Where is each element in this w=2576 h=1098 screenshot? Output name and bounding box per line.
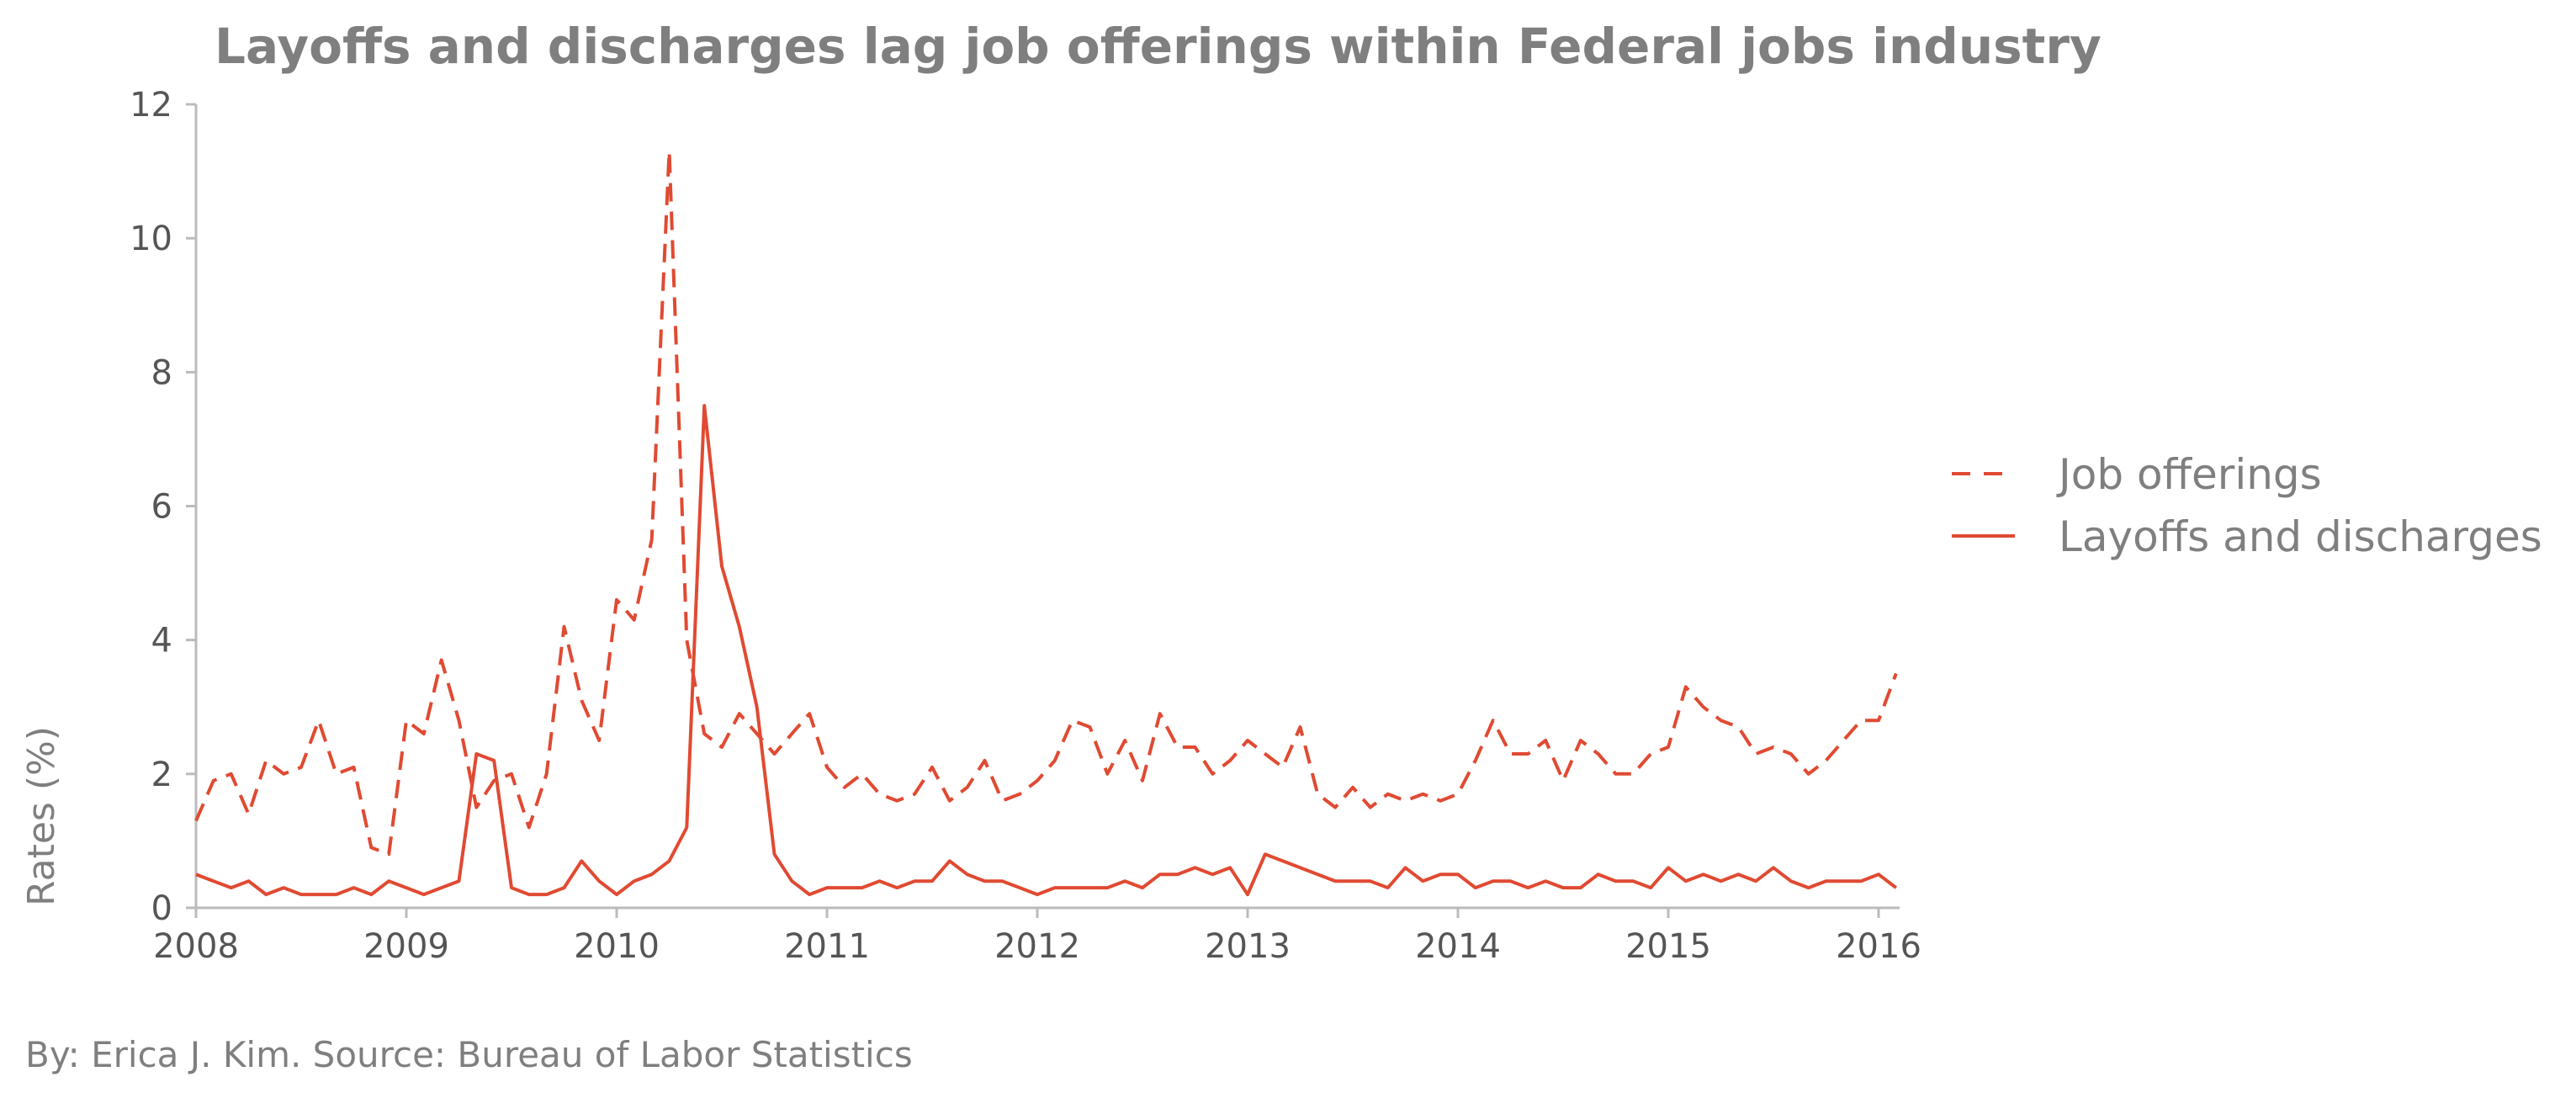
y-ticks: 0 2 4 6 8 10 12 bbox=[130, 86, 196, 928]
legend-label: Job offerings bbox=[2056, 450, 2322, 499]
x-ticks: 2008 2009 2010 2011 2012 2013 2014 2015 2016 bbox=[153, 908, 1921, 966]
series-line-layoffs-discharges bbox=[195, 404, 1898, 897]
x-tick-label: 2015 bbox=[1625, 927, 1711, 966]
y-tick-label: 10 bbox=[130, 220, 172, 258]
series-line-job-offerings bbox=[194, 149, 1898, 857]
y-tick-label: 8 bbox=[151, 353, 172, 392]
y-tick-label: 2 bbox=[151, 756, 172, 794]
x-tick-label: 2012 bbox=[994, 927, 1080, 966]
y-tick-label: 0 bbox=[151, 889, 172, 928]
y-tick-label: 12 bbox=[130, 86, 172, 125]
x-tick-label: 2014 bbox=[1415, 927, 1501, 966]
y-tick-label: 4 bbox=[151, 622, 172, 660]
chart-title: Layoffs and discharges lag job offerings… bbox=[215, 18, 2102, 75]
y-tick-label: 6 bbox=[151, 488, 172, 527]
x-tick-label: 2008 bbox=[153, 927, 239, 966]
series-layer bbox=[194, 149, 1898, 897]
credit-text: By: Erica J. Kim. Source: Bureau of Labo… bbox=[25, 1034, 913, 1075]
x-tick-label: 2013 bbox=[1205, 927, 1291, 966]
x-tick-label: 2011 bbox=[784, 927, 870, 966]
x-tick-label: 2010 bbox=[574, 927, 660, 966]
y-axis-label: Rates (%) bbox=[20, 726, 63, 906]
legend: Job offerings Layoffs and discharges bbox=[1952, 450, 2542, 561]
legend-label: Layoffs and discharges bbox=[2059, 512, 2542, 561]
x-tick-label: 2009 bbox=[363, 927, 449, 966]
x-tick-label: 2016 bbox=[1836, 927, 1921, 966]
